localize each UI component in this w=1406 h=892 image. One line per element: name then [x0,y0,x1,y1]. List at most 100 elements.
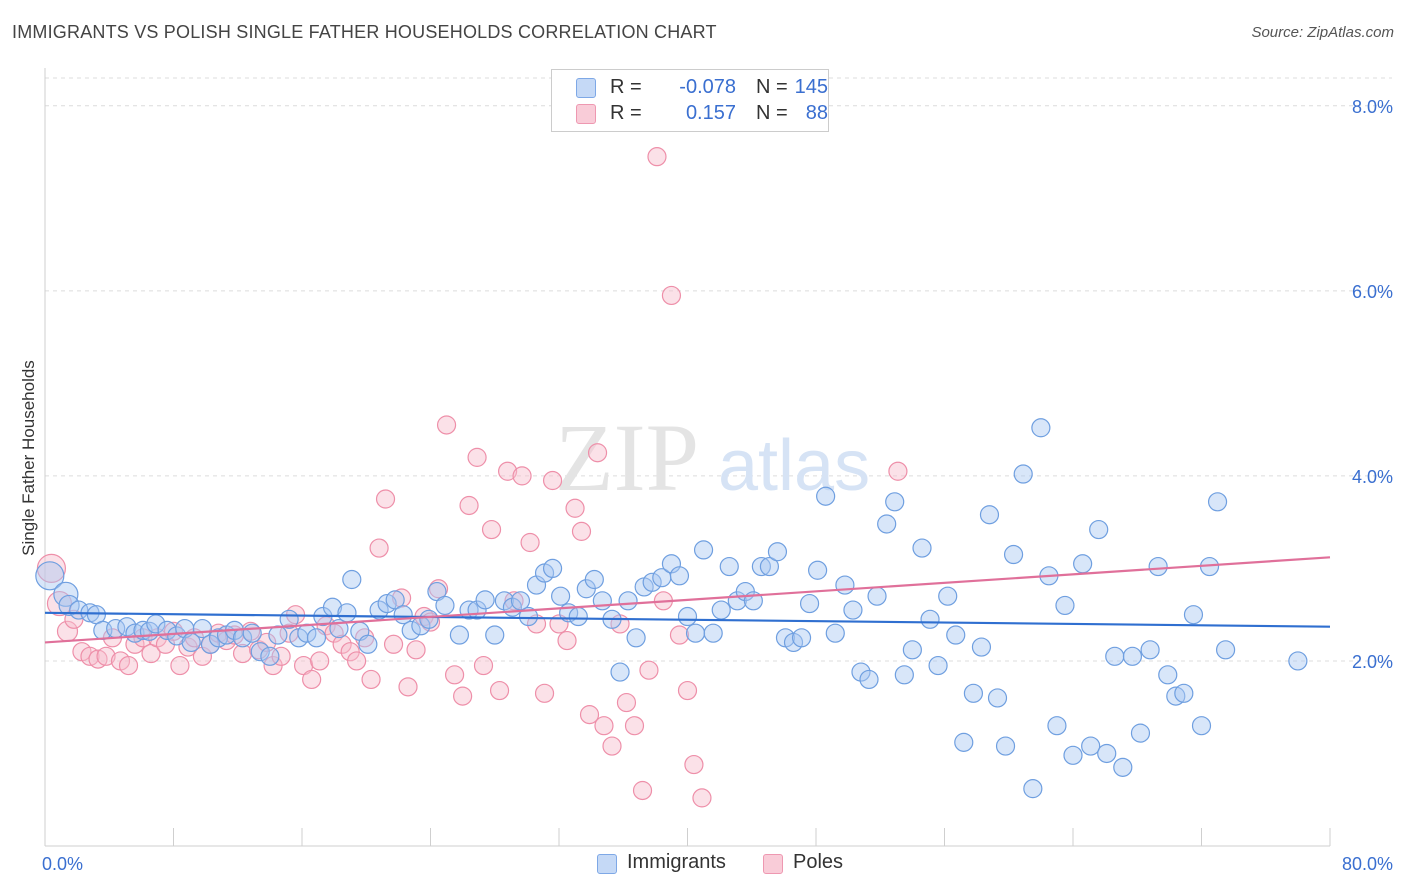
poles-point [302,669,322,690]
poles-point [542,470,563,491]
immigrants-point [306,628,327,648]
immigrants-point [1158,665,1178,685]
immigrants-point [867,586,887,606]
poles-point [526,614,547,634]
immigrants-point [610,662,630,682]
grid-lines [45,77,1392,662]
poles-point [669,625,690,645]
immigrants-point [1113,757,1133,777]
poles-point [587,443,608,463]
legend-r-label: R = [610,102,642,124]
immigrants-point [1174,683,1194,703]
immigrants-point [885,492,905,512]
immigrants-point [1003,544,1024,565]
legend-n-value: 145 [794,76,828,98]
immigrants-point [954,732,974,752]
legend-n-label: N = [756,76,788,98]
immigrants-point [995,736,1016,756]
watermark-zip: ZIP [555,404,699,511]
immigrants-point [618,591,638,611]
correlation-legend: R = -0.078 N = 145 R = 0.157 N = 88 [551,69,829,132]
poles-trend-line [44,556,1331,644]
immigrants-point [342,569,362,590]
immigrants-point [1215,640,1236,660]
poles-point [594,716,614,736]
immigrants-point [979,505,1000,525]
immigrants-point [485,625,505,645]
immigrants-point [268,625,288,645]
immigrants-point [419,609,439,629]
immigrants-point [816,486,836,506]
poles-point [677,680,698,701]
poles-point [406,640,426,660]
x-tick-label: 0.0% [42,854,83,874]
immigrants-point [912,538,932,558]
immigrants-point [791,628,812,648]
poles-point [473,655,494,676]
immigrants-point [1013,464,1033,484]
poles-point [332,634,352,654]
legend-r-value: 0.157 [685,102,736,124]
immigrants-point [475,590,495,610]
immigrants-point [542,558,563,579]
immigrants-point [510,591,531,611]
poles-point [375,489,396,509]
immigrants-point [928,655,948,676]
immigrants-point [685,623,706,643]
immigrants-point [1288,651,1308,671]
poles-point [444,665,465,685]
immigrants-point [369,600,389,620]
immigrants-point [677,606,698,627]
immigrants-point [1023,779,1043,799]
immigrants-point [494,591,514,611]
immigrants-point [920,609,940,629]
immigrants-point [751,556,771,577]
immigrants-point [1122,646,1143,666]
bottom-legend-swatch-immigrants [597,854,617,874]
poles-point [616,692,637,713]
immigrants-point [1191,716,1212,736]
immigrants-point [835,575,855,595]
immigrants-point [568,606,588,627]
immigrants-point [551,586,571,606]
poles-point [632,780,653,801]
poles-point [361,669,381,690]
immigrants-point [1207,492,1228,512]
immigrants-point [584,569,604,590]
immigrants-point [825,623,845,643]
immigrants-point [971,637,992,657]
immigrants-point [242,623,262,643]
poles-point [340,642,360,662]
immigrants-point [987,688,1008,708]
watermark: ZIP atlas [555,404,870,511]
immigrants-point [1081,736,1101,756]
poles-point [557,630,577,651]
immigrants-point [200,634,221,654]
poles-point [383,634,404,654]
immigrants-point [711,600,731,620]
poles-point [481,519,502,540]
immigrants-point [859,669,879,690]
immigrants-point [1183,605,1204,625]
immigrants-point [963,683,984,703]
bottom-legend-swatch-poles [763,854,783,874]
poles-point [888,461,908,481]
poles-point [467,447,487,467]
immigrants-point [337,603,357,623]
immigrants-point [877,514,897,534]
immigrants-point [1055,595,1075,616]
legend-n-label: N = [756,102,788,124]
poles-point [534,683,555,703]
chart-source: Source: ZipAtlas.com [1251,24,1394,41]
poles-point [647,147,667,167]
immigrants-point [1105,646,1125,666]
immigrants-point [799,593,820,614]
immigrants-point [703,623,723,643]
x-tick-label: 80.0% [1342,854,1393,874]
immigrants-point [808,560,828,580]
immigrants-point [719,556,739,577]
poles-point [661,285,682,306]
trend-lines [44,556,1331,644]
immigrants-point [902,640,922,660]
immigrants-point [693,540,714,560]
